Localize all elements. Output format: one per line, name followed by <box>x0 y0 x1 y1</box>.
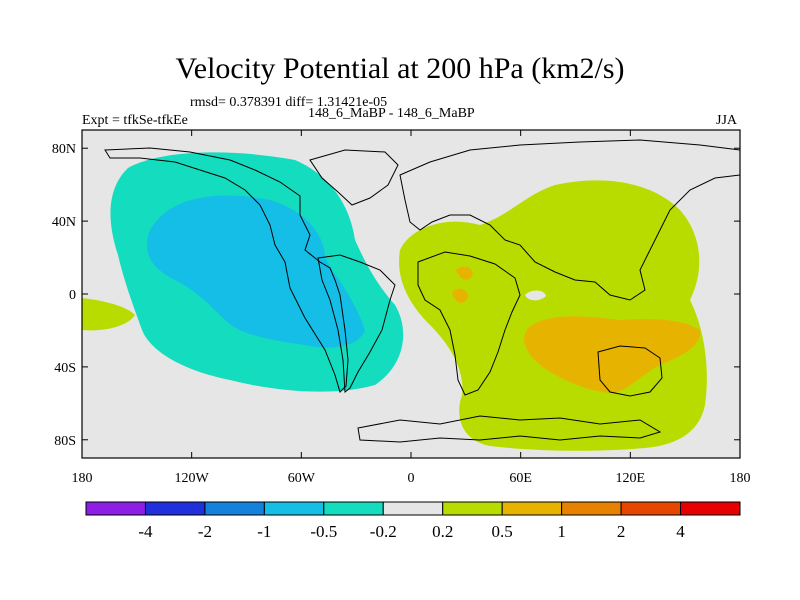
colorbar-swatch <box>323 501 384 516</box>
colorbar-label: -0.2 <box>370 522 397 541</box>
colorbar-swatch <box>144 501 206 516</box>
colorbar-label: -2 <box>198 522 212 541</box>
experiment-label: Expt = tfkSe-tfkEe <box>82 113 188 128</box>
colorbar-swatch <box>561 501 622 516</box>
positive-anomaly-small-core-1 <box>456 266 473 280</box>
axes: 180 120W 60W 0 60E 120E 180 80N 40N 0 40S 80S <box>52 130 751 486</box>
neutral-patch <box>525 290 546 301</box>
positive-anomaly-core <box>524 316 701 393</box>
x-tick-label: 0 <box>408 471 415 486</box>
negative-anomaly-edge <box>82 298 135 331</box>
colorbar-swatch <box>382 501 444 516</box>
colorbar-swatch <box>442 501 503 516</box>
x-tick-label: 60W <box>288 471 316 486</box>
colorbar-label: 2 <box>617 522 626 541</box>
greenland-coast <box>309 149 399 206</box>
europe-asia-coast <box>399 139 740 301</box>
x-tick-label: 60E <box>509 471 532 486</box>
colorbar-label: -4 <box>138 522 153 541</box>
y-tick-label: 40N <box>52 215 76 230</box>
colorbar-swatch <box>680 501 741 516</box>
y-tick-label: 80S <box>54 434 76 449</box>
antarctica-coast <box>357 415 662 443</box>
colorbar-label: 0.2 <box>432 522 453 541</box>
case-label: 148_6_MaBP - 148_6_MaBP <box>308 106 475 121</box>
australia-coast <box>597 345 663 397</box>
colorbar-label: 4 <box>676 522 685 541</box>
colorbar-swatch <box>263 501 325 516</box>
y-tick-label: 40S <box>54 361 76 376</box>
y-tick-label: 0 <box>69 288 76 303</box>
x-tick-label: 120E <box>616 471 646 486</box>
colorbar-label: 0.5 <box>492 522 513 541</box>
x-tick-label: 180 <box>730 471 751 486</box>
colorbar-swatch <box>501 501 563 516</box>
colorbar-label: 1 <box>557 522 566 541</box>
season-label: JJA <box>716 113 738 128</box>
colorbar-label: -1 <box>257 522 271 541</box>
south-america-coast <box>317 254 396 393</box>
colorbar-swatch <box>204 501 265 516</box>
positive-anomaly-small-core-2 <box>452 288 468 303</box>
y-tick-label: 80N <box>52 142 76 157</box>
x-tick-label: 120W <box>175 471 210 486</box>
stats-line: rmsd= 0.378391 diff= 1.31421e-05 <box>190 95 388 110</box>
colorbar: -4 -2 -1 -0.5 -0.2 0.2 0.5 1 2 4 <box>85 501 741 541</box>
colorbar-swatch <box>85 501 146 516</box>
negative-anomaly-core <box>146 195 365 348</box>
colorbar-label: -0.5 <box>310 522 337 541</box>
africa-coast <box>417 251 521 396</box>
coastlines <box>104 139 740 443</box>
chart-title: Velocity Potential at 200 hPa (km2/s) <box>175 52 625 85</box>
x-tick-label: 180 <box>72 471 93 486</box>
north-america-coast <box>104 147 349 393</box>
colorbar-swatch <box>620 501 682 516</box>
